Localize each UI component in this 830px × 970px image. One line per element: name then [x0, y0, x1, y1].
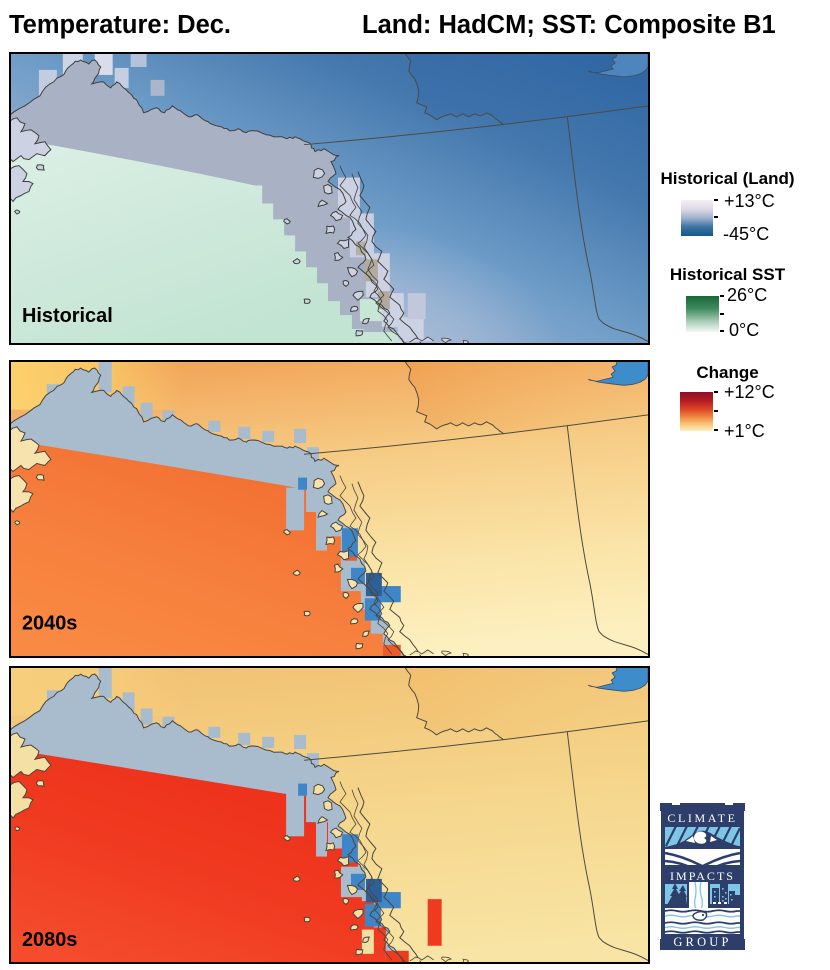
svg-text:Historical: Historical [22, 305, 113, 327]
svg-text:IMPACTS: IMPACTS [670, 869, 735, 883]
svg-text:2080s: 2080s [22, 929, 77, 951]
svg-text:2040s: 2040s [22, 612, 77, 634]
svg-text:GROUP: GROUP [673, 935, 731, 949]
svg-text:CLIMATE: CLIMATE [667, 811, 737, 825]
